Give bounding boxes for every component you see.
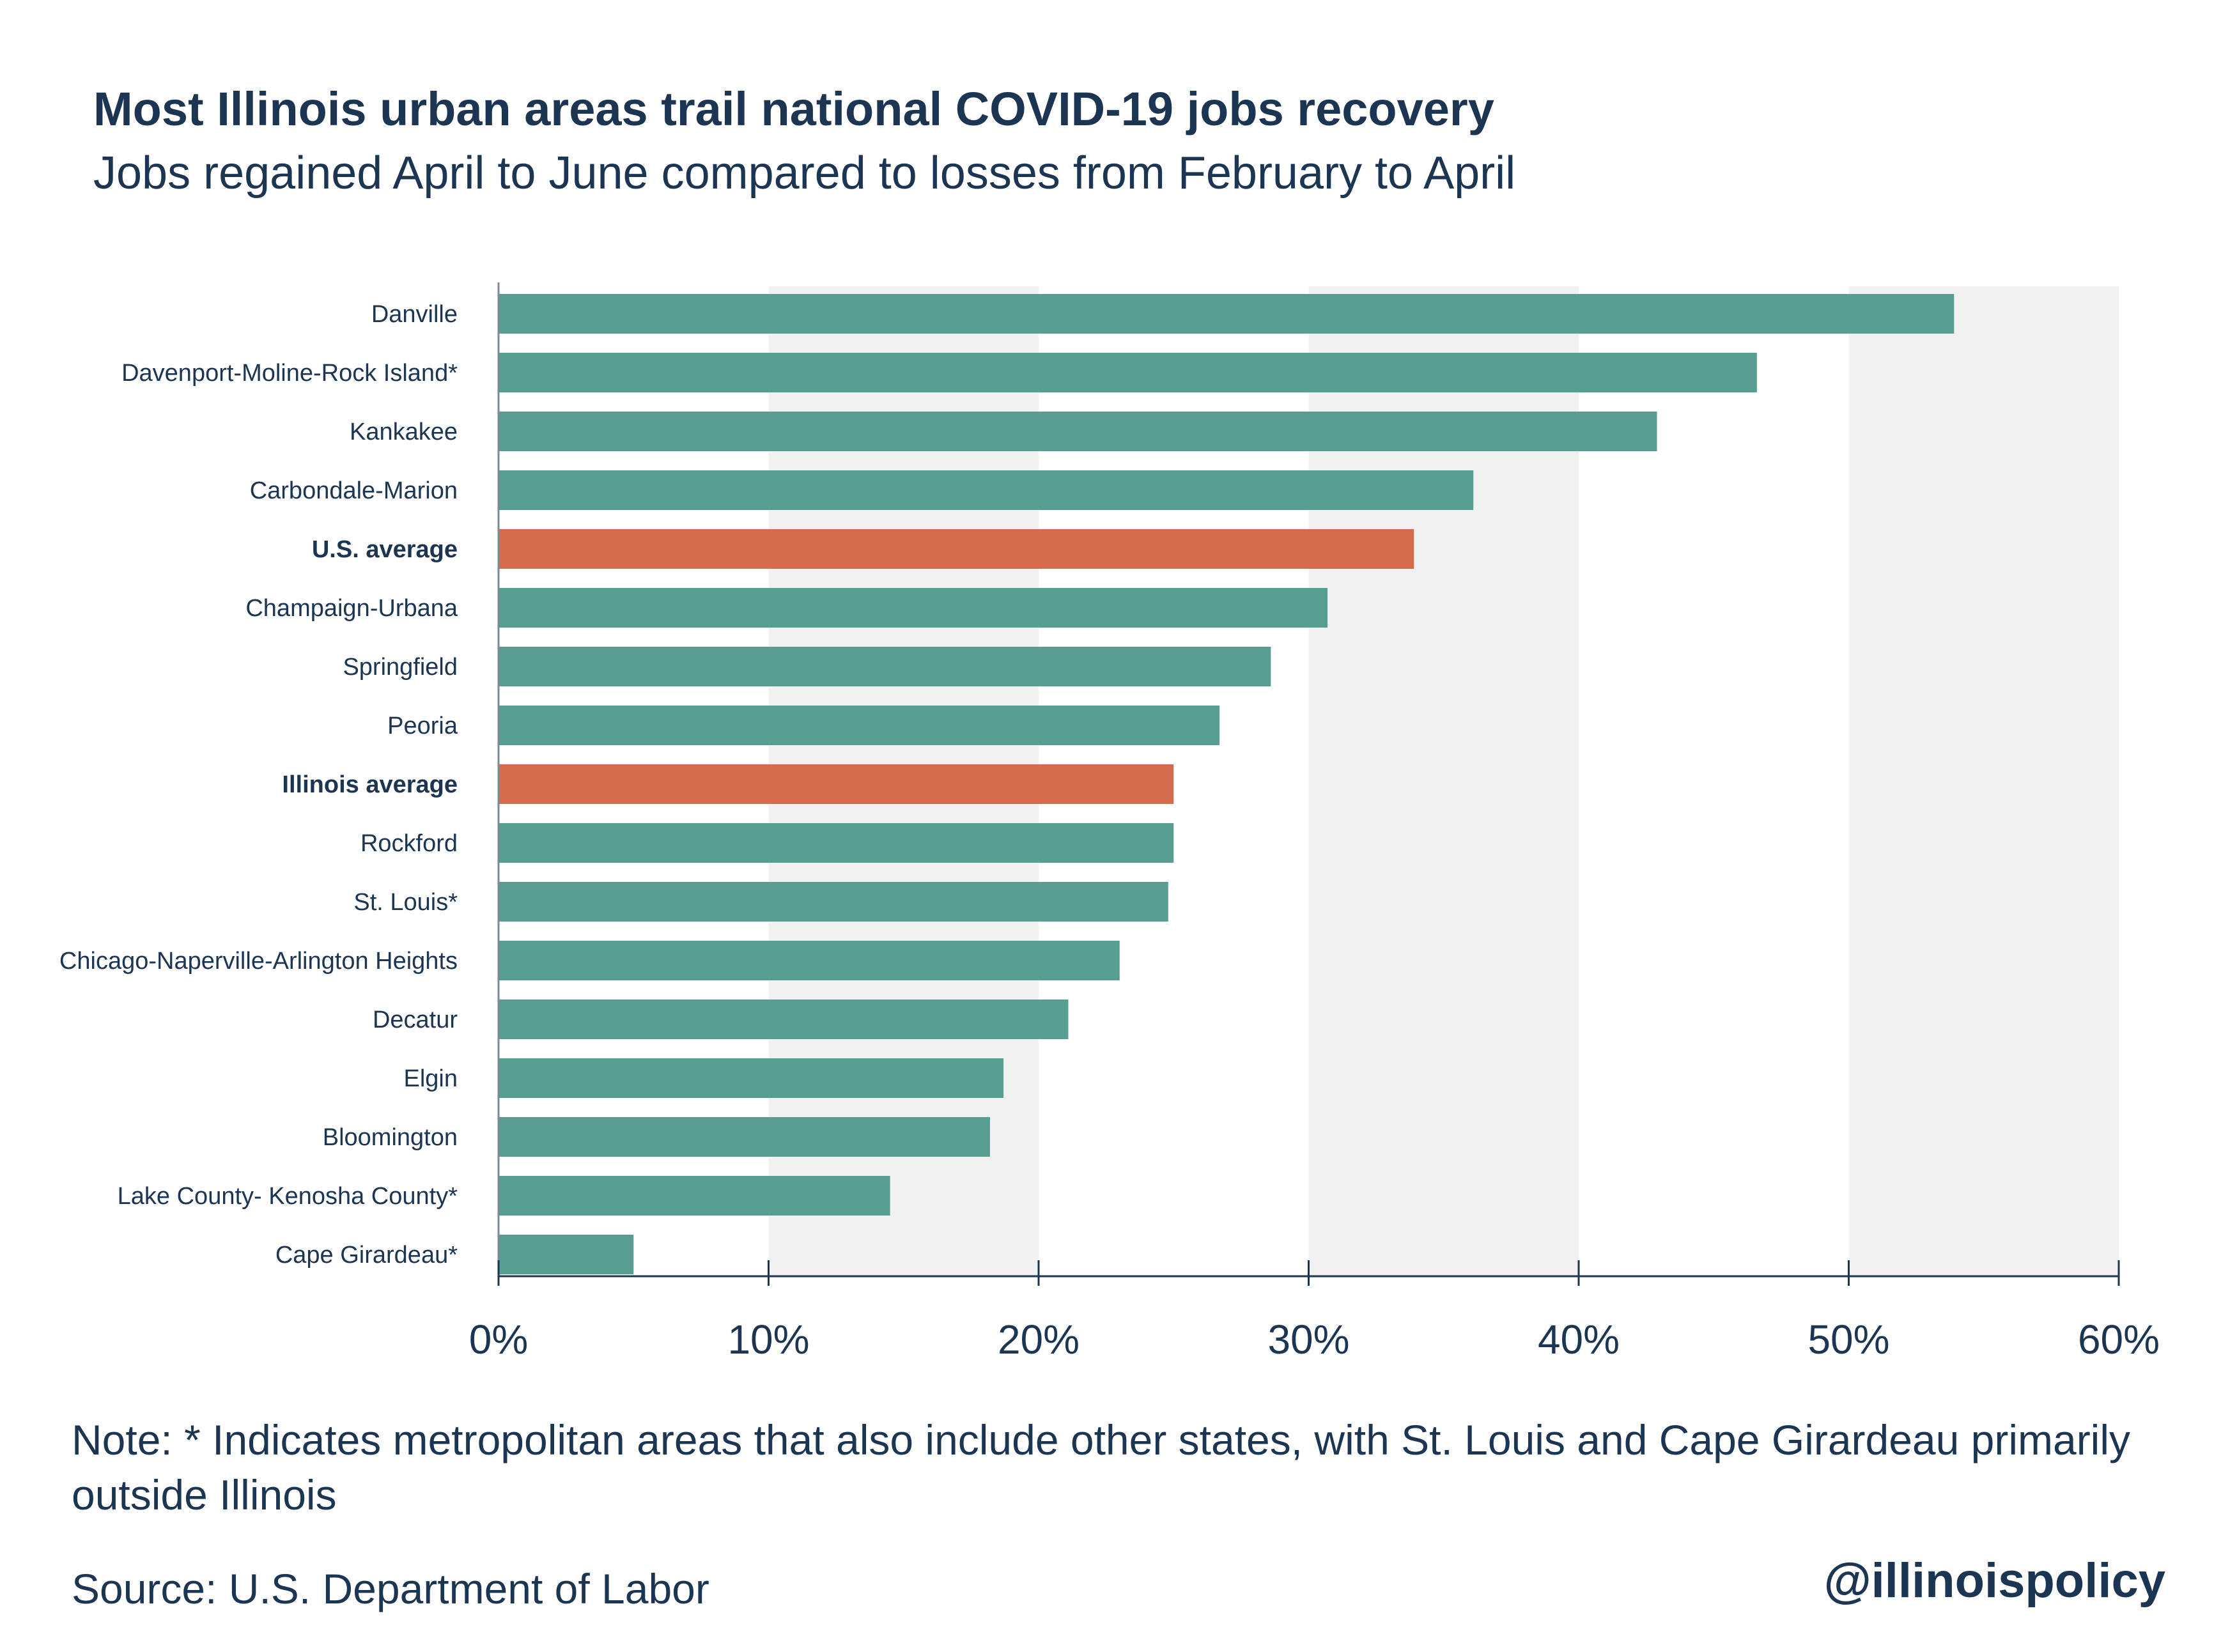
chart-subtitle: Jobs regained April to June compared to … [93, 148, 1516, 199]
bar [499, 353, 1757, 392]
bar [499, 1176, 890, 1216]
x-tick-label: 0% [469, 1316, 529, 1363]
category-label: Elgin [404, 1065, 458, 1092]
bar-chart: Danville Davenport-Moline-Rock Island* Kan… [59, 282, 2160, 1363]
category-label: U.S. average [312, 536, 458, 563]
bar [499, 941, 1120, 980]
category-label: Danville [371, 301, 458, 328]
bar [499, 294, 1954, 334]
bar [499, 1058, 1004, 1098]
x-tick-label: 30% [1267, 1316, 1349, 1363]
bar [499, 882, 1168, 922]
x-tick-label: 60% [2078, 1316, 2160, 1363]
chart-title: Most Illinois urban areas trail national… [93, 82, 1494, 135]
category-label: St. Louis* [353, 889, 458, 916]
category-label: Chicago-Naperville-Arlington Heights [59, 948, 458, 975]
category-label: Lake County- Kenosha County* [118, 1183, 458, 1210]
grid-band [1848, 286, 2119, 1276]
category-label: Springfield [343, 654, 458, 681]
bar [499, 588, 1328, 628]
bar [499, 1000, 1069, 1039]
chart-note: Note: * Indicates metropolitan areas tha… [72, 1416, 2131, 1518]
bar [499, 823, 1174, 863]
x-tick-label: 10% [727, 1316, 809, 1363]
category-label: Champaign-Urbana [245, 595, 458, 622]
bar [499, 1235, 634, 1274]
brand-handle: @illinoispolicy [1823, 1554, 2165, 1608]
category-label: Kankakee [350, 419, 458, 445]
category-label: Illinois average [282, 771, 458, 798]
category-label: Decatur [373, 1007, 458, 1033]
category-label: Rockford [360, 830, 458, 857]
category-label: Bloomington [323, 1124, 458, 1151]
bar [499, 470, 1474, 510]
bar [499, 647, 1271, 686]
bar [499, 529, 1414, 569]
bar [499, 412, 1657, 451]
x-tick-label: 40% [1538, 1316, 1620, 1363]
category-label: Cape Girardeau* [275, 1242, 458, 1269]
category-label: Carbondale-Marion [250, 477, 458, 504]
x-tick-label: 50% [1807, 1316, 1889, 1363]
category-label: Peoria [387, 713, 458, 739]
bar [499, 706, 1220, 745]
bar [499, 764, 1174, 804]
category-label: Davenport-Moline-Rock Island* [121, 360, 458, 387]
grid-band [1308, 286, 1579, 1276]
chart-source: Source: U.S. Department of Labor [72, 1565, 709, 1612]
bar [499, 1117, 990, 1157]
x-tick-label: 20% [998, 1316, 1080, 1363]
